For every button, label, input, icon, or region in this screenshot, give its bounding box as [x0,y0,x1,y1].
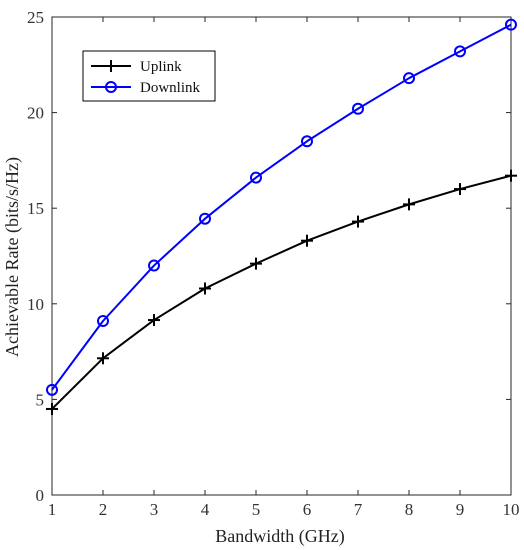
data-point-uplink [46,402,58,415]
data-point-downlink [250,171,262,184]
x-tick-label: 5 [252,500,261,519]
x-tick-label: 10 [503,500,520,519]
data-point-uplink [454,183,466,196]
y-tick-label: 5 [36,390,45,409]
x-tick-label: 1 [48,500,57,519]
y-tick-label: 20 [27,104,44,123]
data-point-uplink [148,314,160,327]
axes-layer [51,16,512,496]
y-axis-label: Achievable Rate (bits/s/Hz) [2,157,23,357]
data-point-uplink [403,198,415,211]
series-line-uplink [51,174,512,410]
x-tick-label: 3 [150,500,159,519]
legend: Uplink Downlink [82,50,216,102]
plot-frame [51,16,512,496]
x-tick-label: 9 [456,500,465,519]
x-tick-label: 8 [405,500,414,519]
data-point-uplink [505,169,517,182]
y-tick-label: 25 [27,8,44,27]
data-point-downlink [505,18,517,31]
data-point-downlink [199,212,211,225]
data-point-downlink [301,135,313,148]
legend-uplink-label: Uplink [140,59,182,75]
y-tick-label: 10 [27,295,44,314]
y-tick-label: 0 [36,486,45,505]
data-point-uplink [250,257,262,270]
x-tick-label: 6 [303,500,312,519]
data-point-uplink [301,234,313,247]
data-point-downlink [148,259,160,272]
x-axis-label: Bandwidth (GHz) [215,526,344,547]
legend-box [82,50,216,102]
x-tick-label: 4 [201,500,210,519]
legend-downlink-circle [105,81,117,93]
x-tick-label: 2 [99,500,108,519]
ticks-layer: 1 2 3 4 5 6 7 8 9 10 0 5 10 15 20 25 [27,8,520,519]
x-tick-label: 7 [354,500,363,519]
data-point-uplink [199,282,211,295]
data-point-downlink [46,383,58,396]
data-point-downlink [454,45,466,58]
data-point-downlink [403,72,415,85]
y-tick-label: 15 [27,199,44,218]
series-layer [46,18,517,415]
data-point-downlink [97,315,109,328]
data-point-uplink [352,215,364,228]
series-line-downlink [51,23,512,391]
legend-downlink-label: Downlink [140,80,201,96]
data-point-uplink [97,352,109,365]
data-point-downlink [352,102,364,115]
